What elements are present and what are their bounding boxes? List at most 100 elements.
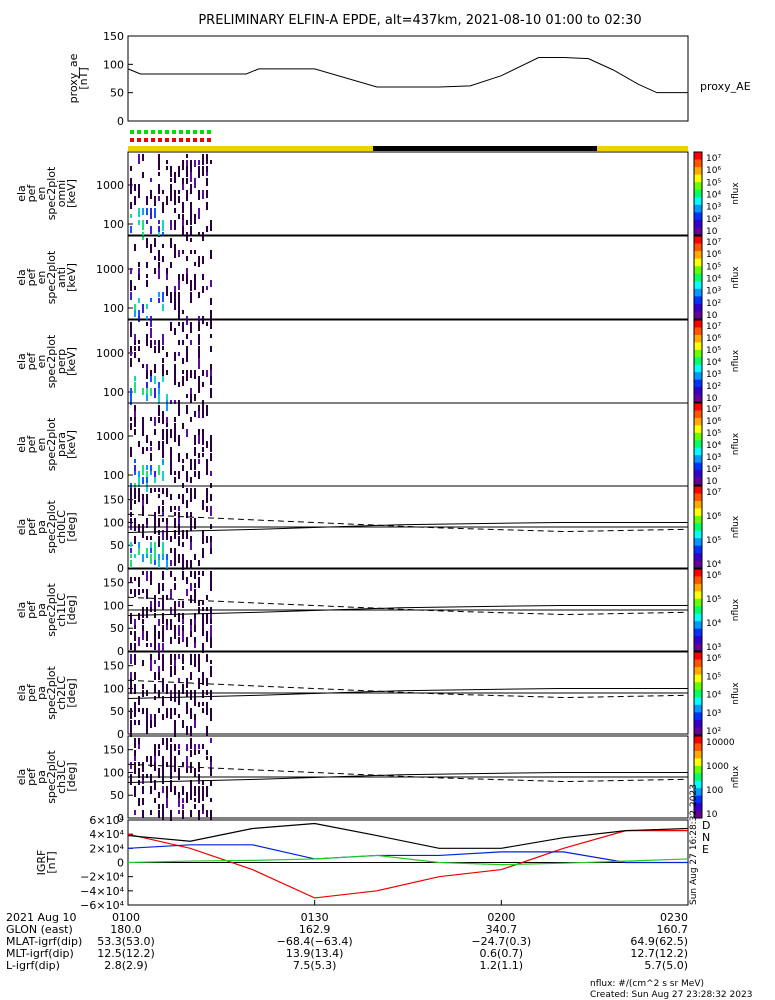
spectrogram-cell — [190, 477, 192, 483]
y-axis-label-line: pa — [35, 770, 48, 784]
colorbar-tick-label: 10² — [706, 299, 721, 309]
colorbar-swatch — [694, 682, 702, 691]
spectrogram-cell — [210, 798, 212, 802]
colorbar-tick-label: 10⁷ — [706, 154, 721, 164]
spectrogram-cell — [150, 571, 152, 581]
spectrogram-cell — [138, 589, 140, 595]
spectrogram-cell — [182, 762, 184, 766]
spectrogram-cell — [146, 471, 148, 479]
spectrogram-cell — [198, 172, 200, 178]
flag-red — [137, 138, 141, 142]
colorbar-tick-label: 10⁵ — [706, 595, 721, 605]
colorbar-frame — [693, 735, 703, 819]
spectrogram-cell — [158, 744, 160, 749]
colorbar-label-group: nflux — [731, 182, 741, 205]
spectrogram-cell — [162, 411, 164, 422]
spectrogram-cell — [210, 631, 212, 640]
spectrogram-cell — [194, 786, 196, 796]
spectrogram-cell — [138, 637, 140, 646]
spectrogram-cell — [202, 500, 204, 510]
spectrogram-cell — [170, 654, 172, 665]
spectrogram-cell — [210, 494, 212, 501]
spectrogram-cell — [146, 334, 148, 343]
spectrogram-cell — [210, 607, 212, 617]
y-tick-label: 50 — [110, 705, 124, 718]
created-footnote: Created: Sun Aug 27 23:28:32 2023 — [590, 990, 752, 1000]
spectrogram-cell — [170, 400, 172, 404]
colorbar-swatch — [694, 349, 702, 358]
spectrogram-cell — [170, 607, 172, 615]
x-column-value: 340.7 — [486, 923, 518, 936]
colorbar-swatch — [694, 508, 702, 517]
spectrogram-cell — [190, 696, 192, 700]
spectrogram-cell — [190, 250, 192, 254]
spectrogram-cell — [182, 274, 184, 281]
spectrogram-cell — [206, 678, 208, 686]
spectrogram-cell — [174, 720, 176, 729]
spectrogram-cell — [202, 744, 204, 749]
y-tick-label: 0 — [117, 812, 124, 825]
spectrogram-cell — [158, 494, 160, 498]
colorbar-tick-label: 10⁶ — [706, 417, 721, 427]
spectrogram-cell — [198, 358, 200, 369]
spectrogram-cell — [166, 792, 168, 798]
spectrogram-cell — [178, 768, 180, 778]
colorbar-swatch — [694, 243, 702, 252]
spectrogram-cell — [190, 518, 192, 524]
spectrogram-cell — [190, 226, 192, 236]
spectrogram-cell — [138, 768, 140, 778]
spectrogram-cell — [162, 654, 164, 663]
spectrogram-cell — [190, 494, 192, 502]
spectrogram-cell — [210, 756, 212, 763]
spectrogram-cell — [158, 441, 160, 450]
spectrogram-cell — [182, 160, 184, 170]
spectrogram-cell — [186, 756, 188, 762]
spectrogram-cell — [166, 400, 168, 411]
spectrogram-cell — [166, 274, 168, 280]
spectrogram-cell — [158, 672, 160, 680]
spectrogram-cell — [154, 518, 156, 524]
colorbar-swatch — [694, 462, 702, 471]
spectrogram-cell — [170, 429, 172, 438]
spectrogram-cell — [186, 190, 188, 201]
y-axis-label-line: en — [35, 355, 48, 369]
anti-loss-cone-line — [127, 763, 689, 783]
spectrogram-cell — [134, 334, 136, 344]
spectrogram-cell — [210, 666, 212, 677]
spectrogram-cell — [178, 536, 180, 546]
spectrogram-cell — [210, 441, 212, 452]
spectrogram-cell — [186, 166, 188, 177]
spectrogram-cell — [202, 625, 204, 633]
spectrogram-cell — [210, 160, 212, 164]
spectrogram-cell — [130, 554, 132, 558]
y-tick-label: −2×10⁴ — [80, 871, 124, 884]
spectrogram-cell — [206, 756, 208, 760]
spectrogram-cell — [190, 292, 192, 303]
spectrogram-cell — [150, 226, 152, 234]
spectrogram-cell — [130, 166, 132, 171]
spectrogram-cell — [210, 780, 212, 786]
x-column-value: 5.7(5.0) — [644, 959, 688, 972]
spectrogram-cell — [198, 340, 200, 345]
spectrogram-cell — [210, 577, 212, 585]
anti-loss-cone-line — [127, 513, 689, 533]
spectrogram-cell — [162, 678, 164, 687]
spectrogram-cell — [142, 423, 144, 432]
spectrogram-cell — [210, 625, 212, 636]
colorbar-swatch — [694, 689, 702, 698]
spectrogram-cell — [194, 554, 196, 560]
spectrogram-cell — [178, 214, 180, 219]
spectrogram-cell — [130, 328, 132, 337]
spectrogram-cell — [174, 417, 176, 422]
spectrogram-cell — [194, 178, 196, 188]
spectrogram-cell — [162, 376, 164, 382]
y-tick-label: 4×10⁴ — [89, 828, 124, 841]
colorbar-label: nflux — [731, 349, 741, 372]
y-axis-label-line: ela — [15, 185, 28, 202]
spectrogram-cell — [202, 166, 204, 176]
spectrogram-cell — [142, 762, 144, 770]
y-tick-label: 1000 — [96, 430, 124, 443]
flag-green — [130, 130, 134, 134]
spectrogram-cell — [142, 220, 144, 230]
